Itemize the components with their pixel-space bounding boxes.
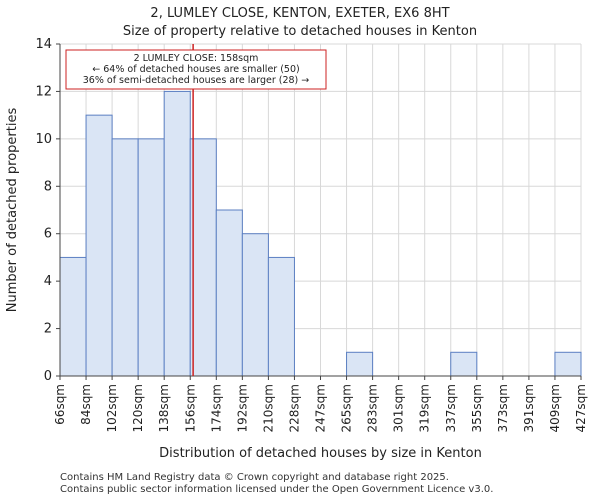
- y-tick-label: 10: [35, 132, 52, 147]
- y-tick-label: 6: [44, 227, 52, 242]
- y-tick-label: 14: [35, 37, 52, 52]
- x-tick-label: 156sqm: [183, 384, 197, 432]
- histogram-bar: [215, 209, 243, 377]
- histogram-chart: 0 2 4 6 8 10 12 14 66sqm 84sqm 102sqm 120sqm 138sqm 1…: [5, 37, 588, 461]
- histogram-bar: [346, 351, 374, 377]
- x-axis-title: Distribution of detached houses by size …: [159, 446, 482, 461]
- annotation-text: 36% of semi-detached houses are larger (…: [83, 75, 310, 86]
- x-tick-label: 373sqm: [496, 384, 510, 432]
- histogram-bar: [241, 233, 269, 377]
- x-tick-label: 247sqm: [314, 384, 328, 432]
- chart-subtitle: Size of property relative to detached ho…: [122, 24, 478, 39]
- x-tick-label: 228sqm: [287, 384, 301, 432]
- x-tick-label: 301sqm: [392, 384, 406, 432]
- histogram-bar: [554, 351, 582, 377]
- x-tick-label: 84sqm: [79, 384, 93, 425]
- histogram-bar: [189, 138, 217, 377]
- y-tick-label: 8: [44, 179, 52, 194]
- y-tick-label: 0: [44, 369, 52, 384]
- x-tick-label: 192sqm: [235, 384, 249, 432]
- histogram-bar: [163, 90, 191, 377]
- x-tick-label: 319sqm: [418, 384, 432, 432]
- histogram-bar: [59, 256, 87, 377]
- x-tick-label: 138sqm: [157, 384, 171, 432]
- x-tick-label: 283sqm: [366, 384, 380, 432]
- x-tick-label: 391sqm: [522, 384, 536, 432]
- annotation-text: ← 64% of detached houses are smaller (50…: [92, 64, 299, 75]
- x-tick-label: 210sqm: [261, 384, 275, 432]
- x-tick-label: 355sqm: [470, 384, 484, 432]
- y-axis-title: Number of detached properties: [5, 108, 20, 313]
- footer-copyright: Contains HM Land Registry data © Crown c…: [60, 472, 449, 483]
- x-tick-label: 120sqm: [131, 384, 145, 432]
- y-tick-label: 2: [44, 322, 52, 337]
- chart-title: 2, LUMLEY CLOSE, KENTON, EXETER, EX6 8HT: [150, 6, 450, 21]
- annotation-box: [65, 49, 327, 90]
- histogram-bar: [267, 256, 295, 377]
- annotation-text: 2 LUMLEY CLOSE: 158sqm: [134, 53, 259, 64]
- x-tick-label: 409sqm: [548, 384, 562, 432]
- histogram-bar: [111, 138, 139, 377]
- x-tick-label: 265sqm: [340, 384, 354, 432]
- y-tick-label: 4: [44, 274, 52, 289]
- x-tick-label: 102sqm: [105, 384, 119, 432]
- histogram-bar: [137, 138, 165, 377]
- x-tick-label: 337sqm: [444, 384, 458, 432]
- histogram-bar: [450, 351, 478, 377]
- x-tick-label: 66sqm: [53, 384, 67, 425]
- footer-licence: Contains public sector information licen…: [60, 484, 494, 495]
- x-tick-label: 174sqm: [209, 384, 223, 432]
- histogram-bar: [85, 114, 113, 377]
- x-tick-label: 427sqm: [574, 384, 588, 432]
- y-tick-label: 12: [35, 84, 52, 99]
